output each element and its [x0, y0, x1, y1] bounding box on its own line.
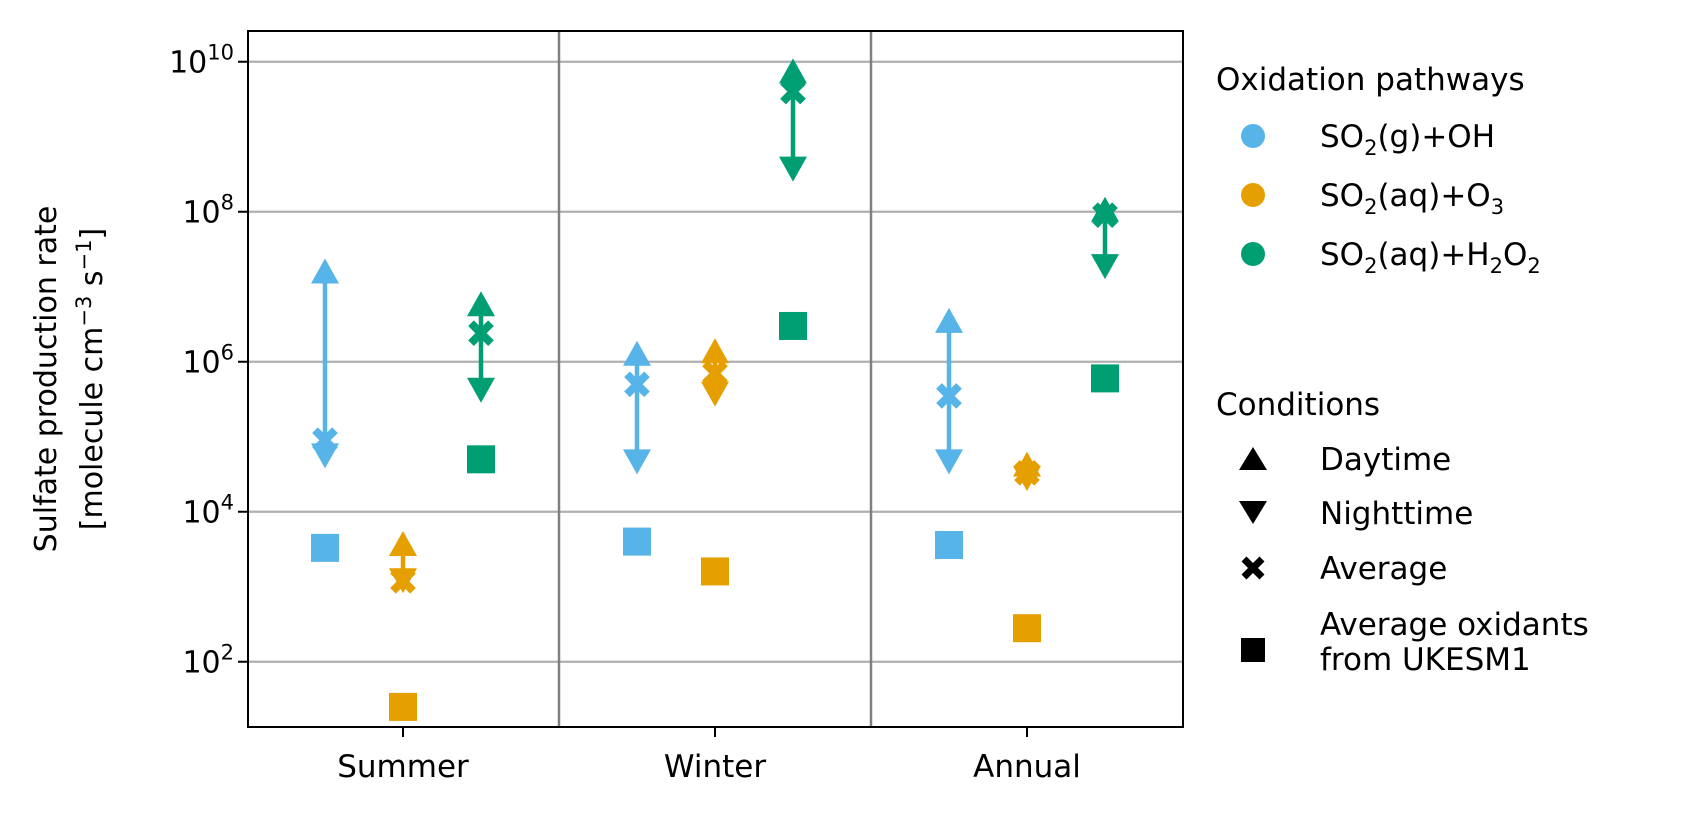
legend-label-oh: SO2(g)+OH — [1320, 119, 1495, 160]
ukesm-marker-oh-summer — [311, 533, 339, 562]
nighttime-marker-oh-annual — [935, 449, 963, 475]
legend-label-h2o2: SO2(aq)+H2O2 — [1320, 237, 1541, 278]
average-marker-o3-winter — [702, 360, 728, 387]
y-tick-label-2: 102 — [182, 641, 234, 681]
daytime-marker-h2o2-annual — [1091, 196, 1119, 222]
nighttime-marker-h2o2-winter — [779, 156, 807, 182]
average-marker-o3-annual — [1014, 460, 1040, 486]
ukesm-marker-o3-winter — [701, 557, 729, 586]
average-marker-oh-summer — [312, 427, 338, 454]
daytime-marker-oh-annual — [935, 307, 963, 333]
data-marks — [311, 58, 1119, 721]
average-marker-oh-winter — [624, 371, 650, 398]
x-tick-label-summer: Summer — [337, 749, 469, 785]
y-tick-label-6: 106 — [182, 341, 234, 381]
nighttime-marker-h2o2-summer — [467, 377, 495, 403]
daytime-marker-o3-winter — [701, 338, 729, 364]
nighttime-marker-o3-winter — [701, 381, 729, 407]
ukesm-marker-oh-winter — [623, 527, 651, 556]
ukesm-marker-h2o2-summer — [467, 445, 495, 474]
legend-marker-nighttime — [1239, 501, 1267, 524]
legend: Oxidation pathways SO2(g)+OH SO2(aq)+O3 … — [1216, 62, 1589, 678]
season-separators — [557, 31, 873, 727]
average-stroke-b-o3-summer — [390, 567, 416, 594]
y-axis-ticks: 102 104 106 108 1010 — [169, 41, 248, 681]
legend-marker-o3 — [1241, 183, 1265, 207]
average-stroke-b-oh-summer — [312, 427, 338, 454]
y-tick-label-8: 108 — [182, 191, 234, 231]
legend-marker-oh — [1241, 124, 1265, 148]
legend-label-ukesm: Average oxidants — [1320, 607, 1589, 643]
ukesm-marker-o3-summer — [389, 692, 417, 721]
legend-pathways-title: Oxidation pathways — [1216, 62, 1525, 98]
y-tick-label-4: 104 — [182, 491, 234, 531]
legend-marker-average — [1241, 556, 1265, 580]
legend-label-ukesm-line2: from UKESM1 — [1320, 642, 1531, 678]
average-stroke-b-h2o2-winter — [780, 78, 806, 105]
average-stroke-b-oh-winter — [624, 371, 650, 398]
ukesm-marker-h2o2-annual — [1091, 364, 1119, 393]
nighttime-marker-oh-winter — [623, 449, 651, 475]
legend-marker-h2o2 — [1241, 242, 1265, 266]
nighttime-marker-h2o2-annual — [1091, 254, 1119, 280]
legend-conditions-title: Conditions — [1216, 387, 1380, 423]
y-axis-label: Sulfate production rate — [29, 206, 64, 553]
ukesm-marker-h2o2-winter — [779, 311, 807, 340]
y-tick-label-10: 1010 — [169, 41, 234, 81]
average-stroke-b-o3-annual — [1014, 460, 1040, 486]
x-tick-label-annual: Annual — [973, 749, 1081, 785]
daytime-marker-oh-summer — [311, 258, 339, 284]
daytime-marker-o3-summer — [389, 530, 417, 556]
average-stroke-b-h2o2-summer — [468, 320, 494, 347]
average-stroke-b-o3-winter — [702, 360, 728, 387]
legend-label-nighttime: Nighttime — [1320, 496, 1473, 532]
average-marker-o3-summer — [390, 567, 416, 594]
legend-label-average: Average — [1320, 551, 1447, 587]
daytime-marker-h2o2-summer — [467, 291, 495, 317]
legend-marker-ukesm — [1241, 638, 1265, 662]
average-stroke-b-h2o2-annual — [1092, 202, 1118, 229]
legend-label-o3: SO2(aq)+O3 — [1320, 178, 1504, 219]
ukesm-marker-oh-annual — [935, 531, 963, 560]
x-axis-ticks: Summer Winter Annual — [337, 727, 1081, 785]
daytime-marker-oh-winter — [623, 340, 651, 366]
average-marker-oh-annual — [936, 383, 962, 409]
legend-label-daytime: Daytime — [1320, 442, 1451, 478]
average-marker-h2o2-annual — [1092, 202, 1118, 229]
average-marker-h2o2-winter — [780, 78, 806, 105]
y-axis-unit: [molecule cm−3 s−1] — [72, 228, 110, 530]
average-marker-h2o2-summer — [468, 320, 494, 347]
ukesm-marker-o3-annual — [1013, 614, 1041, 643]
x-tick-label-winter: Winter — [664, 749, 766, 785]
average-stroke-b-oh-annual — [936, 383, 962, 409]
legend-marker-daytime — [1239, 447, 1267, 470]
daytime-marker-h2o2-winter — [779, 58, 807, 84]
